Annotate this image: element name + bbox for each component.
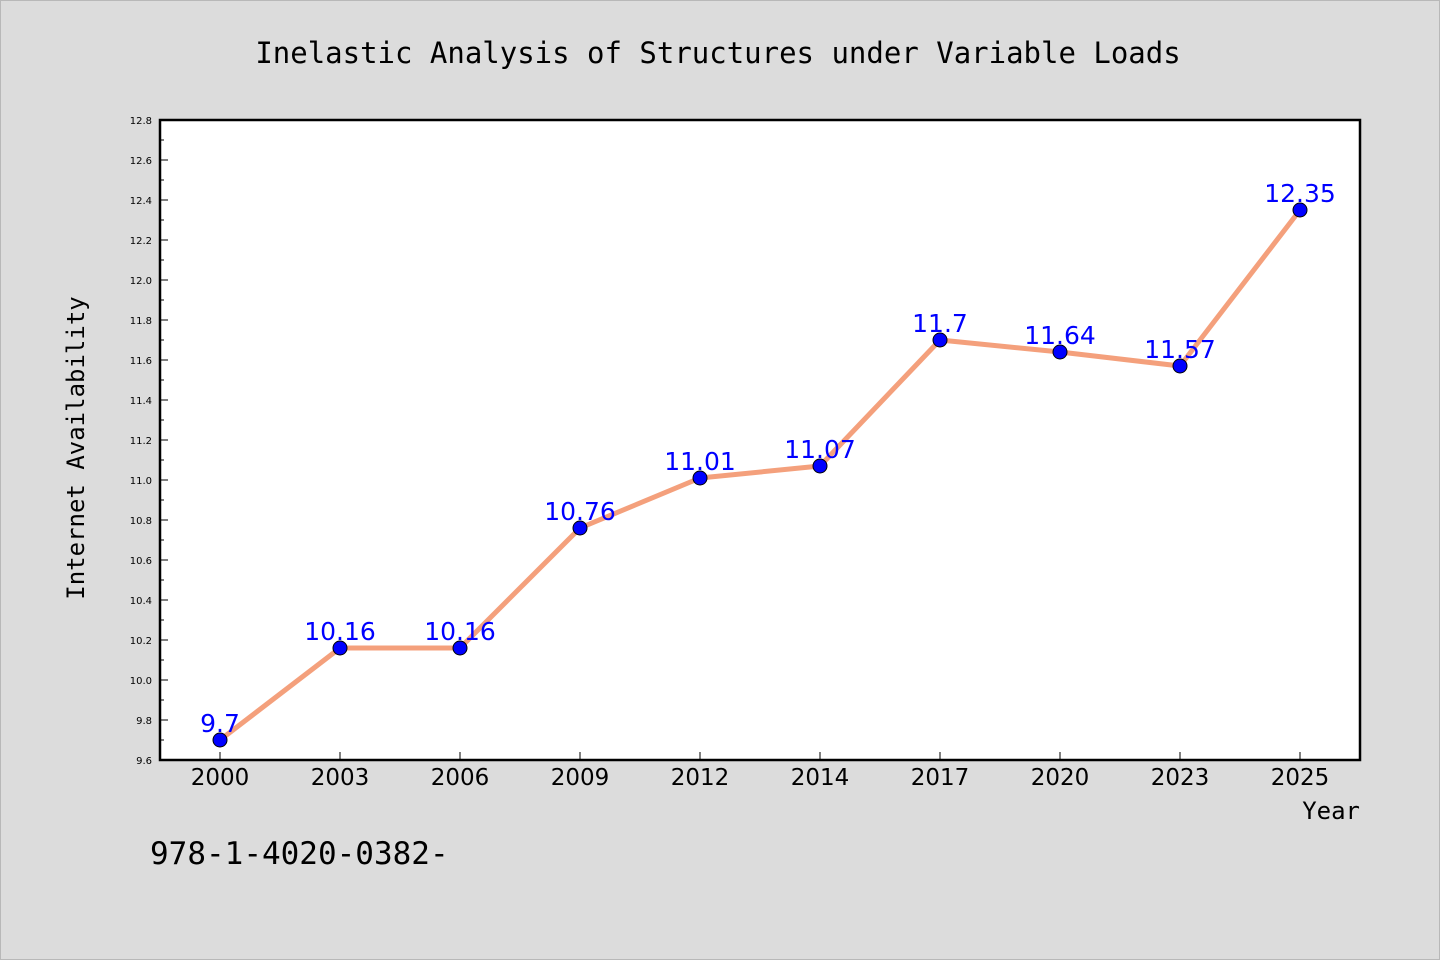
y-tick-label: 12.8 (130, 116, 152, 127)
data-point-2009 (572, 520, 588, 536)
y-tick-label: 12.2 (130, 236, 152, 247)
x-axis-ticks: 2000 2003 2006 2009 2012 2014 2017 2020 2023 2025 (191, 752, 1330, 791)
y-tick-label: 10.2 (130, 636, 152, 647)
x-tick-label: 2006 (431, 765, 490, 791)
y-axis-label: Internet Availability (62, 296, 90, 599)
y-tick-label: 11.4 (130, 396, 152, 407)
data-point-2014 (812, 458, 828, 474)
y-tick-label: 11.8 (130, 316, 152, 327)
y-tick-label: 12.0 (130, 276, 152, 287)
series-markers (212, 202, 1308, 748)
data-point-2023 (1172, 358, 1188, 374)
x-tick-label: 2025 (1271, 765, 1330, 791)
data-label-2000: 9.7 (200, 709, 240, 738)
chart-title: Inelastic Analysis of Structures under V… (255, 36, 1180, 70)
series-line (218, 208, 1302, 742)
data-label-2025: 12.35 (1264, 179, 1336, 208)
x-tick-label: 2012 (671, 765, 730, 791)
data-point-2020 (1052, 344, 1068, 360)
data-point-2006 (452, 640, 468, 656)
x-tick-label: 2020 (1031, 765, 1090, 791)
x-tick-label: 2014 (791, 765, 850, 791)
y-tick-label: 11.6 (130, 356, 152, 367)
y-axis-ticks: 9.6 9.8 10.0 10.2 10.4 10.6 10.8 11.0 11.2 11.4 11… (130, 116, 168, 767)
y-tick-label: 10.6 (130, 556, 152, 567)
y-tick-label: 9.6 (136, 756, 152, 767)
data-point-2012 (692, 470, 708, 486)
y-tick-label: 12.6 (130, 156, 152, 167)
y-tick-label: 9.8 (136, 716, 152, 727)
y-tick-label: 10.4 (130, 596, 152, 607)
data-label-2006: 10.16 (424, 617, 496, 646)
data-point-2017 (932, 332, 948, 348)
data-label-2012: 11.01 (664, 447, 736, 476)
x-tick-label: 2023 (1151, 765, 1210, 791)
data-label-2023: 11.57 (1144, 335, 1216, 364)
footer-text: 978-1-4020-0382- (150, 836, 449, 872)
x-axis-label: Year (1302, 797, 1360, 825)
plot-area (158, 118, 1362, 762)
data-label-2017: 11.7 (912, 309, 968, 338)
data-labels: 9.7 10.16 10.16 10.76 11.01 11.07 11.7 11.64 11.… (200, 179, 1336, 738)
data-point-2000 (212, 732, 228, 748)
x-tick-label: 2017 (911, 765, 970, 791)
y-tick-label: 12.4 (130, 196, 152, 207)
data-point-2003 (332, 640, 348, 656)
x-tick-label: 2003 (311, 765, 370, 791)
y-tick-label: 11.2 (130, 436, 152, 447)
data-label-2003: 10.16 (304, 617, 376, 646)
data-point-2025 (1292, 202, 1308, 218)
y-tick-label: 11.0 (130, 476, 152, 487)
x-tick-label: 2000 (191, 765, 250, 791)
data-label-2014: 11.07 (784, 435, 856, 464)
y-tick-label: 10.0 (130, 676, 152, 687)
data-label-2020: 11.64 (1024, 321, 1096, 350)
x-tick-label: 2009 (551, 765, 610, 791)
y-tick-label: 10.8 (130, 516, 152, 527)
data-label-2009: 10.76 (544, 497, 616, 526)
